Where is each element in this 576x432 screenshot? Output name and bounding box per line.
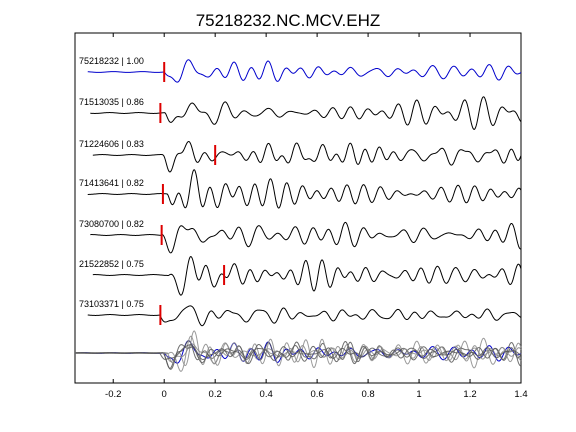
plot-frame	[74, 32, 522, 384]
overlay-line-6	[74, 344, 522, 364]
x-tick-label-7: 1.2	[463, 389, 476, 400]
trace-labels: 75218232 | 1.00 71513035 | 0.86 71224606 |…	[79, 56, 144, 309]
trace-label-4: 73080700 | 0.82	[79, 219, 144, 229]
x-tick-label-1: 0	[162, 389, 167, 400]
trace-line-6	[87, 305, 522, 327]
x-tick-label-6: 1	[416, 389, 421, 400]
x-tick-label-8: 1.4	[514, 389, 527, 400]
trace-label-6: 73103371 | 0.75	[79, 299, 144, 309]
trace-line-1	[90, 96, 522, 130]
chart-title: 75218232.NC.MCV.EHZ	[196, 11, 381, 30]
overlay-stack	[74, 330, 522, 372]
trace-label-0: 75218232 | 1.00	[79, 56, 144, 66]
trace-line-5	[92, 255, 522, 296]
x-tick-label-0: -0.2	[105, 389, 121, 400]
trace-line-0	[87, 59, 522, 83]
waveform-traces	[87, 59, 522, 327]
x-tick-label-4: 0.6	[311, 389, 324, 400]
trace-line-3	[87, 169, 522, 209]
x-tick-label-3: 0.4	[260, 389, 273, 400]
trace-label-3: 71413641 | 0.82	[79, 178, 144, 188]
trace-label-1: 71513035 | 0.86	[79, 97, 144, 107]
pick-markers	[159, 62, 226, 325]
trace-line-2	[92, 140, 522, 173]
x-axis: -0.2 0 0.2 0.4 0.6 0.8 1 1.2 1.4	[105, 33, 528, 400]
x-tick-label-5: 0.8	[361, 389, 374, 400]
trace-label-2: 71224606 | 0.83	[79, 139, 144, 149]
x-tick-label-2: 0.2	[209, 389, 222, 400]
trace-line-4	[90, 221, 522, 254]
trace-label-5: 21522852 | 0.75	[79, 259, 144, 269]
